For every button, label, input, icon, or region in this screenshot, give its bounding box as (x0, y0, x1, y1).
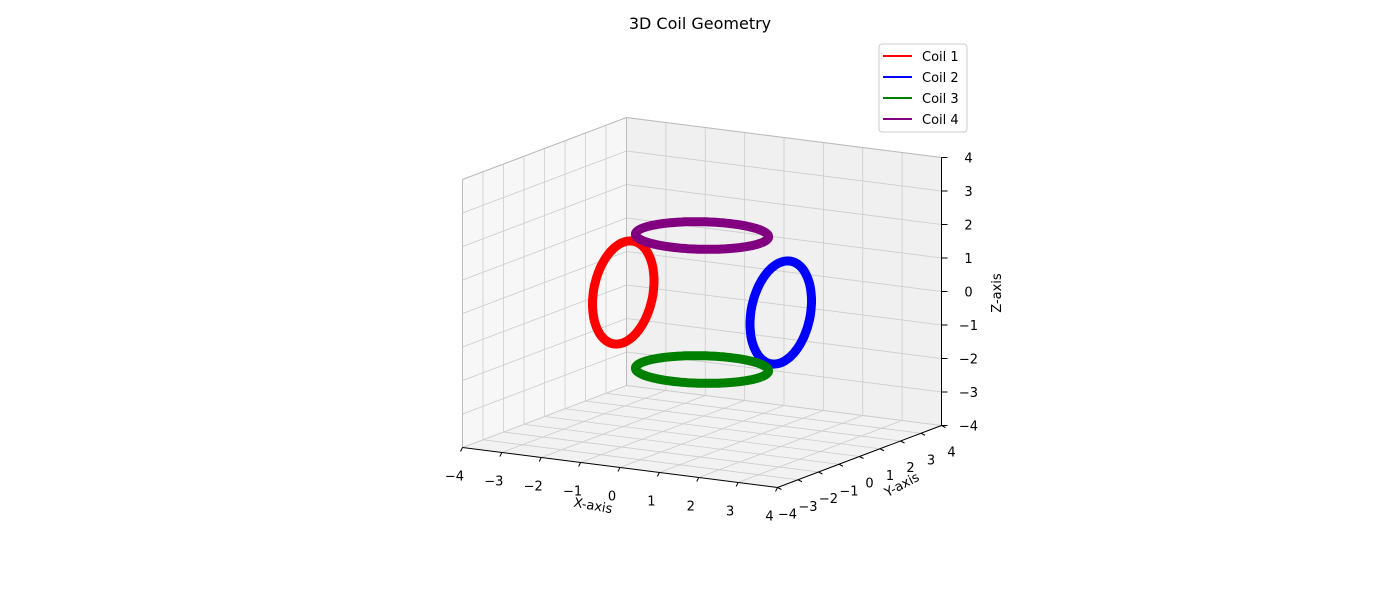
x-tick-mark (578, 462, 582, 467)
x-tick-mark (460, 447, 463, 452)
x-tick-label: −2 (524, 480, 543, 495)
z-tick-label: 1 (964, 252, 972, 267)
grid-line-floor-y (482, 439, 799, 481)
coil-3-ring (630, 351, 774, 388)
legend: Coil 1 Coil 2 Coil 3 Coil 4 (878, 43, 968, 133)
grid-line-floor-y (544, 416, 860, 457)
x-tick-mark (775, 487, 778, 492)
x-tick-label: −3 (484, 475, 503, 490)
y-tick-label: 1 (886, 469, 894, 484)
x-axis-label: X-axis (572, 496, 613, 518)
z-tick-label: 4 (964, 152, 972, 167)
pane-edge (626, 117, 942, 158)
y-tick-mark (859, 456, 864, 459)
z-tick-label: 3 (964, 185, 972, 200)
grid-line-floor-y (605, 392, 922, 434)
y-tick-mark (797, 479, 803, 483)
grid-line-left-z (462, 385, 627, 448)
y-tick-label: 0 (865, 477, 873, 492)
grid-line-left-z (462, 184, 627, 247)
y-tick-label: 3 (927, 453, 935, 468)
z-tick-label: 2 (964, 219, 972, 234)
grid-line-back-z (626, 184, 942, 225)
grid-line-back-z (626, 318, 942, 359)
pane-edge (462, 117, 627, 180)
x-tick-label: 2 (687, 500, 695, 515)
y-tick-label: −4 (778, 508, 797, 523)
z-tick-label: −2 (959, 353, 978, 368)
grid-line-floor-y (523, 423, 840, 465)
chart-title: 3D Coil Geometry (629, 14, 771, 33)
y-tick-mark (818, 471, 823, 475)
axes-panes (462, 117, 942, 488)
grid-line-back-z (626, 150, 942, 192)
legend-label-coil-4: Coil 4 (922, 113, 959, 128)
x-tick-mark (538, 457, 542, 462)
grid-line-back-z (626, 251, 942, 292)
x-tick-label: 1 (647, 495, 655, 510)
x-tick-mark (499, 452, 503, 457)
grid-line-floor-y (564, 408, 881, 450)
x-tick-label: 0 (608, 490, 616, 505)
grid-line-floor-y (503, 431, 819, 473)
y-tick-mark (777, 487, 782, 490)
legend-label-coil-1: Coil 1 (922, 50, 959, 65)
grid-line-floor-y (585, 400, 901, 442)
x-tick-label: 3 (726, 505, 734, 520)
legend-label-coil-3: Coil 3 (922, 92, 959, 107)
grid-line-back-z (626, 284, 942, 326)
y-tick-label: −1 (839, 484, 858, 499)
coil-4-ring (630, 217, 774, 254)
y-tick-mark (920, 432, 926, 436)
x-tick-label: 4 (765, 510, 773, 525)
grid-line-left-z (462, 217, 627, 281)
coil-series (588, 217, 816, 388)
z-axis-label: Z-axis (990, 273, 1005, 313)
y-tick-mark (900, 440, 905, 444)
z-tick-label: −1 (959, 319, 978, 334)
grid-line-left-z (462, 150, 627, 214)
z-tick-label: −3 (959, 386, 978, 401)
legend-box (878, 43, 968, 133)
x-tick-label: −4 (445, 470, 464, 485)
z-tick-label: −4 (959, 420, 978, 435)
y-tick-label: 2 (906, 461, 914, 476)
y-tick-label: −2 (819, 492, 838, 507)
y-tick-mark (838, 463, 844, 467)
y-tick-label: 4 (947, 446, 955, 461)
grid-line-back-z (626, 385, 942, 426)
legend-label-coil-2: Coil 2 (922, 71, 959, 86)
x-tick-mark (696, 477, 700, 482)
coil-2-ring (745, 256, 816, 369)
z-tick-label: 0 (964, 286, 972, 301)
grid-line-left-z (462, 351, 627, 415)
x-tick-mark (656, 472, 660, 477)
axis-lines (462, 117, 942, 488)
y-tick-label: −3 (798, 500, 817, 515)
x-tick-mark (735, 482, 739, 487)
x-tick-label: −1 (563, 485, 582, 500)
grid-line-left-z (462, 284, 627, 348)
y-tick-mark (879, 448, 885, 452)
x-tick-mark (617, 467, 621, 472)
